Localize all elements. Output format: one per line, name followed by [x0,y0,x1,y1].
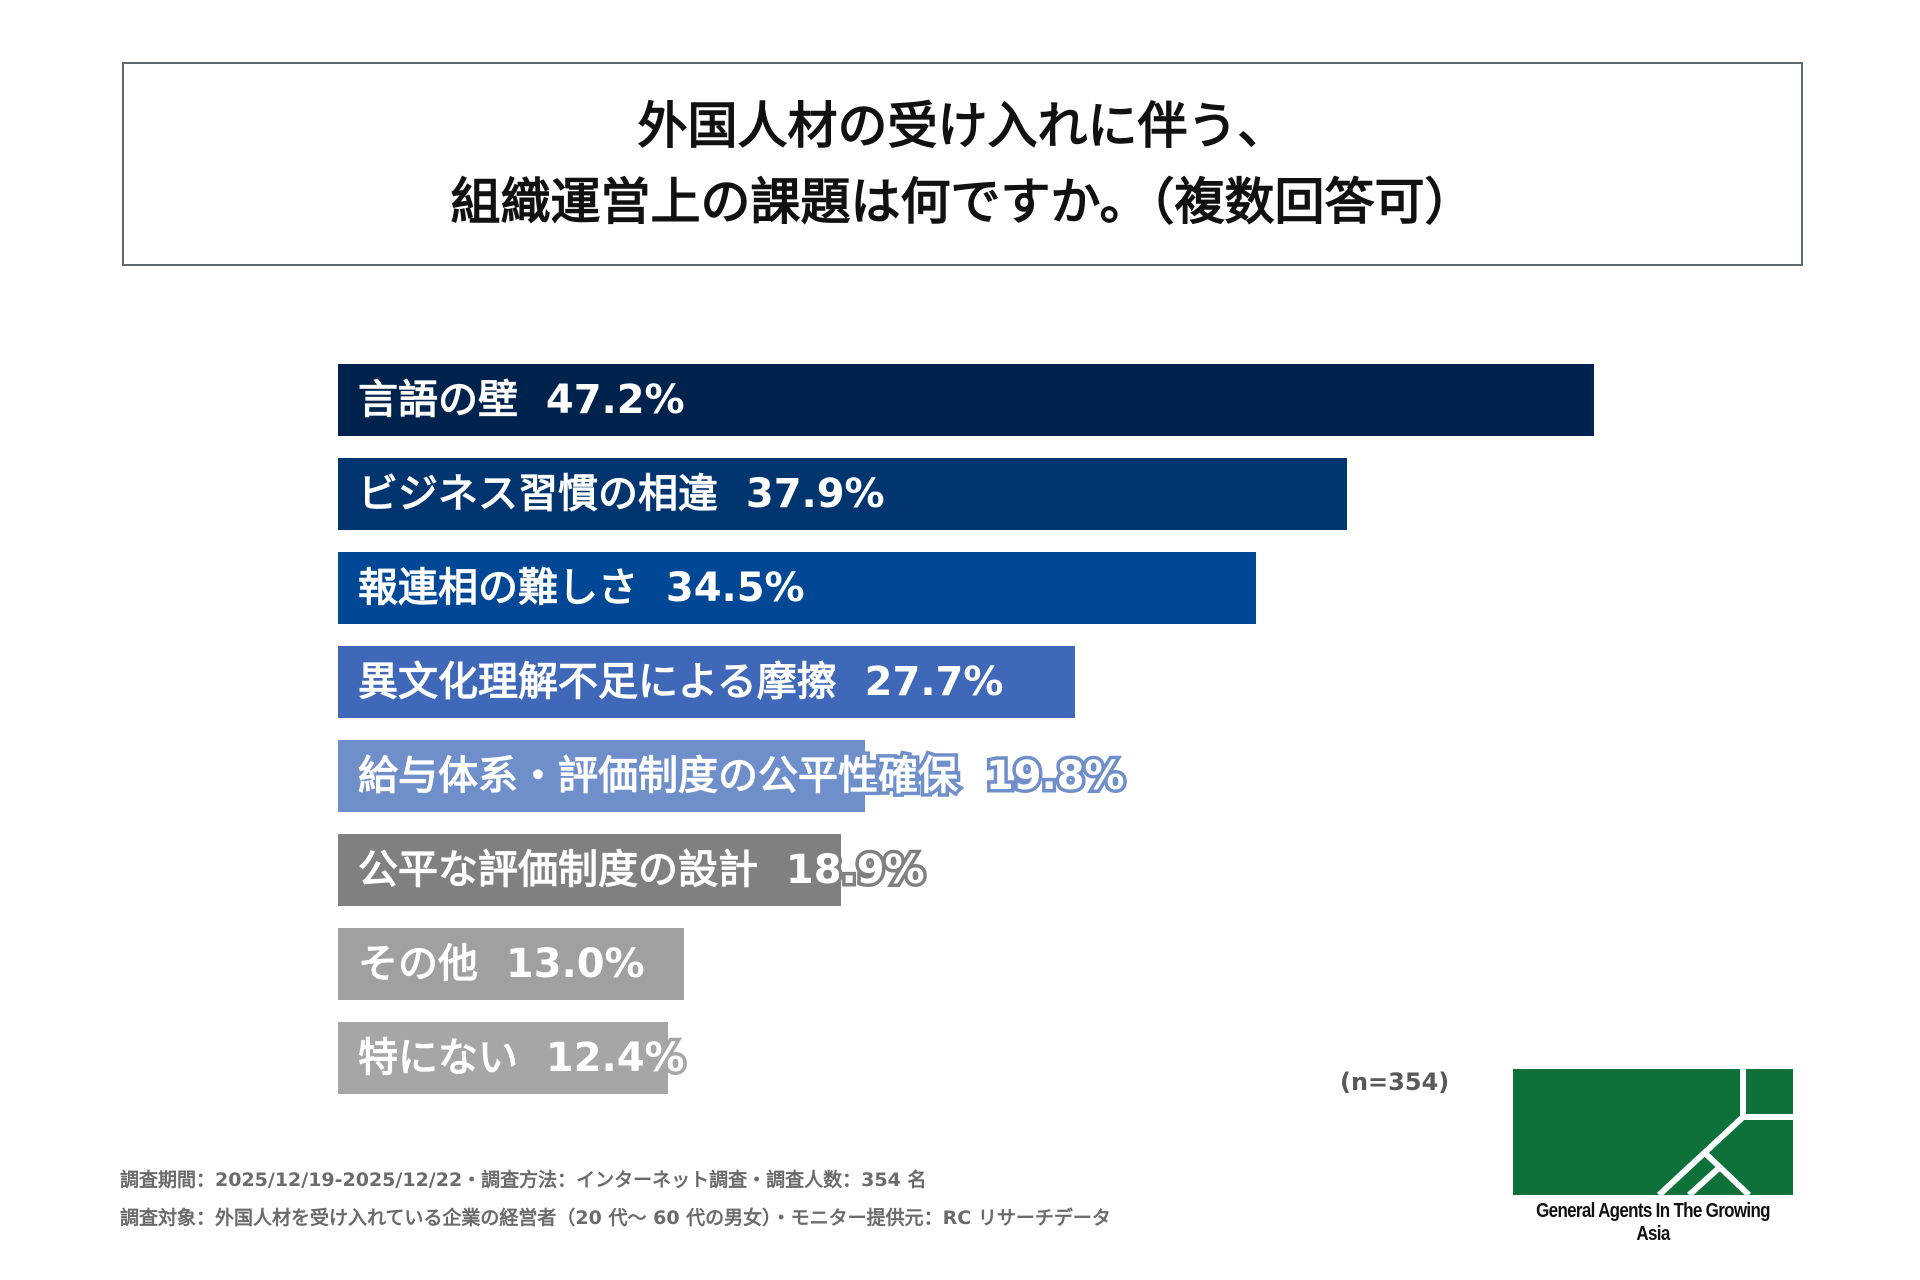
sample-size-label: (n=354) [1340,1068,1450,1096]
logo-text: General Agents In The Growing Asia [1536,1200,1770,1245]
bar-5 [338,740,865,812]
bar-4 [338,646,1076,718]
survey-target-note: 調査対象：外国人材を受け入れている企業の経営者（20 代～ 60 代の男女）・モ… [120,1207,1111,1229]
category-label: 給与体系・評価制度の公平性確保 [355,750,962,803]
value-label: 18.9% [782,844,928,897]
bar-label: 報連相の難しさ 34.5% [355,552,809,624]
value-label: 34.5% [662,562,808,615]
bar-1 [338,364,1594,436]
bar-6 [338,834,841,906]
category-label: ビジネス習慣の相違 [355,468,722,521]
value-label: 47.2% [542,374,688,427]
bar-label: 異文化理解不足による摩擦 27.7% [355,646,1007,718]
bar-label: ビジネス習慣の相違 37.9% [355,458,889,530]
value-label: 19.8% [982,750,1128,803]
value-label: 37.9% [742,468,888,521]
category-label: 報連相の難しさ [355,562,642,615]
bar-label: その他 13.0% [355,928,649,1000]
category-label: 公平な評価制度の設計 [355,844,762,897]
value-label: 27.7% [861,656,1007,709]
bar-label: 特にない 12.4% [355,1022,689,1094]
value-label: 13.0% [502,938,648,991]
survey-period-note: 調査期間：2025/12/19-2025/12/22・調査方法：インターネット調… [120,1169,927,1191]
value-label: 12.4% [542,1032,688,1085]
chart-title-line-1: 外国人材の受け入れに伴う、 [637,97,1288,155]
chart-title-line-2: 組織運営上の課題は何ですか。（複数回答可） [450,173,1475,231]
category-label: 特にない [355,1032,522,1085]
bar-label: 公平な評価制度の設計 18.9% [355,834,929,906]
bar-label: 言語の壁 47.2% [355,364,689,436]
bar-label: 給与体系・評価制度の公平性確保 19.8% [355,740,1129,812]
bar-3 [338,552,1257,624]
bar-2 [338,458,1347,530]
category-label: 異文化理解不足による摩擦 [355,656,841,709]
bar-7 [338,928,684,1000]
chart-title-box: 外国人材の受け入れに伴う、 組織運営上の課題は何ですか。（複数回答可） [122,62,1803,266]
category-label: 言語の壁 [355,374,522,427]
category-label: その他 [355,938,482,991]
bar-8 [338,1022,668,1094]
company-logo [1513,1069,1793,1195]
